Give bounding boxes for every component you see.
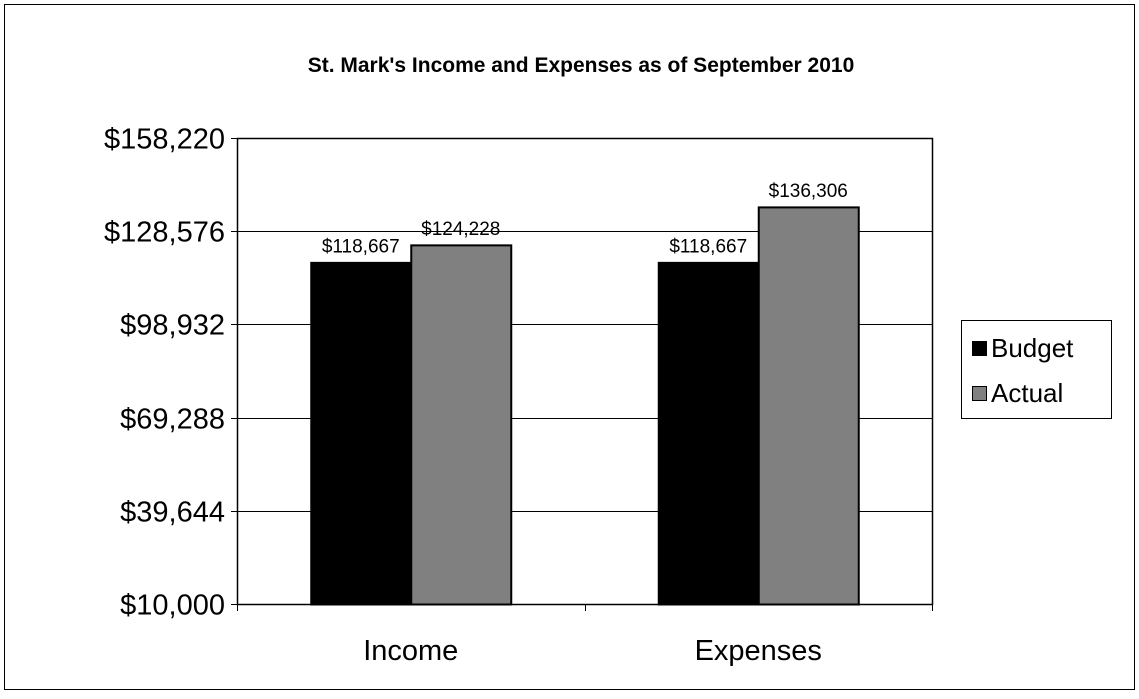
data-labels: $118,667 $124,228 $118,667 $136,306 <box>322 181 848 257</box>
y-tick-label: $10,000 <box>120 590 225 622</box>
legend-swatch-actual <box>972 386 987 401</box>
x-tick-label: Income <box>363 635 458 667</box>
legend-label-actual: Actual <box>991 378 1063 408</box>
legend: Budget Actual <box>961 320 1112 419</box>
bar-budget-expenses <box>657 261 760 606</box>
data-label: $136,306 <box>769 181 848 202</box>
data-label: $124,228 <box>421 219 500 240</box>
bars <box>310 206 860 606</box>
chart-title: St. Mark's Income and Expenses as of Sep… <box>308 54 855 77</box>
y-tick-label: $69,288 <box>120 404 225 436</box>
x-tick-label: Expenses <box>695 635 822 667</box>
x-tick-labels: Income Expenses <box>363 635 822 667</box>
data-label: $118,667 <box>322 236 400 257</box>
y-tick-label: $39,644 <box>120 497 225 529</box>
bar-actual-income <box>410 244 513 606</box>
legend-label-budget: Budget <box>991 333 1074 363</box>
y-tick-label: $158,220 <box>104 124 225 156</box>
y-tick-labels: $10,000 $39,644 $69,288 $98,932 $128,576 $158… <box>104 124 225 622</box>
legend-swatch-budget <box>972 341 987 356</box>
axes <box>231 137 934 611</box>
legend-box <box>961 320 1112 419</box>
y-tick-label: $128,576 <box>104 217 225 249</box>
bar-actual-expenses <box>757 206 860 606</box>
data-label: $118,667 <box>669 236 747 257</box>
bar-budget-income <box>310 261 413 606</box>
y-tick-label: $98,932 <box>120 310 225 342</box>
